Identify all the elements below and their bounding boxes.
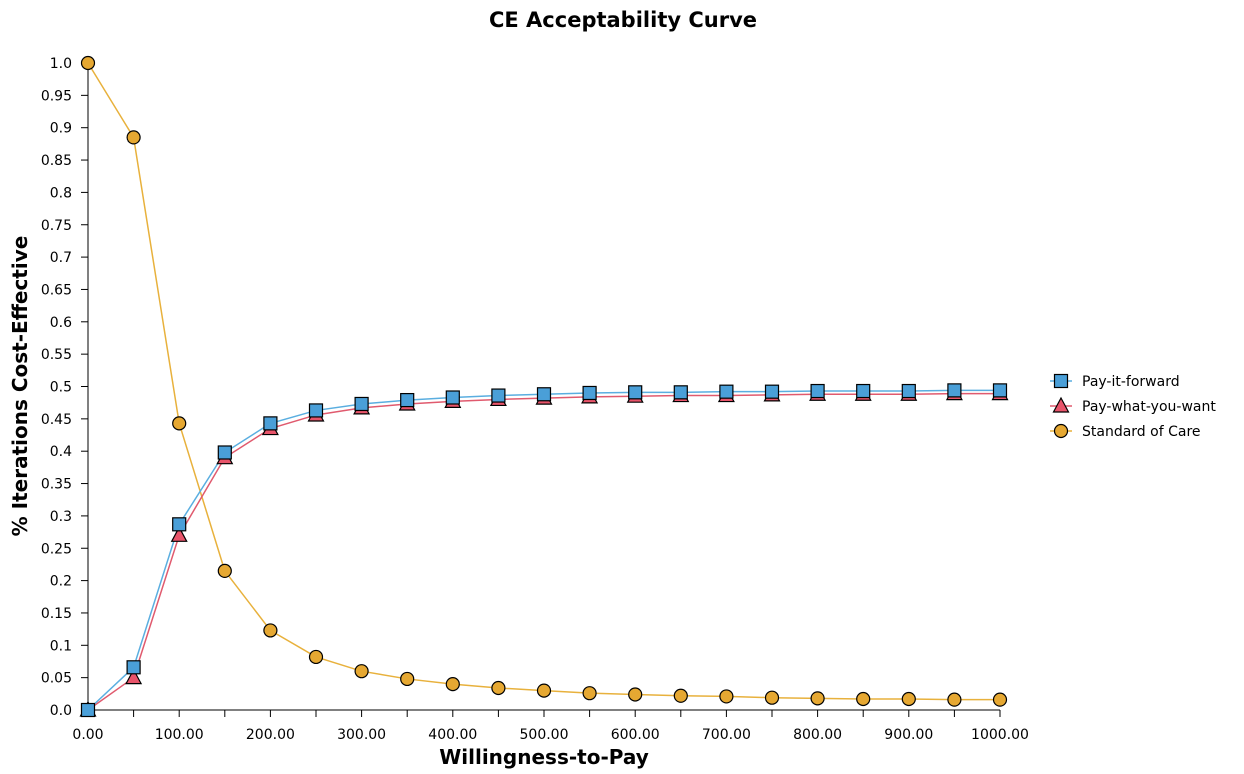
data-point (582, 385, 597, 401)
data-point (445, 677, 460, 692)
data-point (719, 689, 734, 704)
y-tick-label: 1.0 (50, 56, 72, 72)
x-tick-label: 500.00 (520, 727, 569, 743)
x-tick-label: 200.00 (246, 727, 295, 743)
data-point (308, 649, 324, 665)
y-tick-label: 0.8 (50, 185, 72, 201)
y-tick-label: 0.3 (50, 509, 72, 525)
data-point (947, 383, 962, 398)
legend-marker (1053, 423, 1069, 439)
data-point (354, 664, 369, 679)
y-tick-label: 0.4 (50, 444, 72, 460)
data-point (901, 691, 916, 707)
data-point (172, 416, 187, 431)
data-point (582, 686, 597, 701)
x-tick-label: 900.00 (884, 727, 933, 743)
data-point (400, 671, 415, 687)
legend: Pay-it-forward Pay-what-you-want Standard … (1050, 373, 1216, 440)
plot-area: 0.0 0.05 0.1 0.15 0.2 0.25 0.3 0.35 0.4 0.45 0.5 0.… (41, 55, 1029, 743)
data-point (263, 623, 278, 638)
y-tick-label: 0.0 (50, 703, 72, 719)
data-point (263, 416, 278, 431)
x-tick-label: 1000.00 (971, 727, 1029, 743)
y-tick-label: 0.25 (41, 541, 72, 557)
data-point (764, 690, 780, 705)
data-point (491, 680, 506, 696)
y-tick-label: 0.65 (41, 282, 72, 298)
y-tick-label: 0.6 (50, 315, 72, 331)
y-tick-label: 0.5 (50, 380, 72, 396)
chart-title: CE Acceptability Curve (489, 8, 757, 32)
data-point (308, 403, 324, 418)
x-tick-label: 400.00 (428, 727, 477, 743)
y-tick-label: 0.05 (41, 671, 72, 687)
y-tick-label: 0.2 (50, 574, 72, 590)
legend-label: Pay-what-you-want (1082, 399, 1216, 415)
series-line (87, 389, 1000, 711)
y-tick-label: 0.45 (41, 412, 72, 428)
y-tick-label: 0.85 (41, 153, 72, 169)
data-point (536, 387, 552, 402)
data-point (126, 130, 141, 145)
x-tick-label: 300.00 (337, 727, 386, 743)
data-point (80, 55, 96, 71)
legend-label: Standard of Care (1082, 424, 1201, 440)
y-tick-label: 0.1 (50, 638, 72, 654)
data-point (172, 517, 187, 532)
y-tick-label: 0.9 (50, 121, 72, 137)
legend-label: Pay-it-forward (1082, 374, 1180, 390)
data-point (628, 385, 643, 400)
data-point (536, 683, 552, 698)
y-axis-ticks: 0.0 0.05 0.1 0.15 0.2 0.25 0.3 0.35 0.4 0.45 0.5 0.… (41, 56, 88, 719)
y-tick-label: 0.95 (41, 88, 72, 104)
x-axis-title: Willingness-to-Pay (439, 745, 649, 769)
y-axis-title: % Iterations Cost-Effective (8, 236, 32, 537)
x-tick-label: 700.00 (702, 727, 751, 743)
data-point (673, 688, 688, 703)
data-point (170, 526, 188, 542)
data-point (491, 388, 506, 403)
data-point (217, 563, 232, 578)
data-point (856, 383, 871, 399)
y-tick-label: 0.35 (41, 477, 72, 493)
x-tick-label: 0.00 (72, 727, 103, 743)
data-point (628, 687, 643, 702)
data-point (125, 668, 143, 685)
x-tick-label: 600.00 (611, 727, 660, 743)
y-tick-label: 0.75 (41, 218, 72, 234)
data-point (445, 390, 460, 405)
data-point (126, 660, 141, 675)
series-markers (79, 55, 1009, 718)
data-point (810, 383, 825, 399)
y-tick-label: 0.7 (50, 250, 72, 266)
y-tick-label: 0.15 (41, 606, 72, 622)
data-point (217, 445, 232, 460)
y-tick-label: 0.55 (41, 347, 72, 363)
data-point (901, 383, 916, 399)
data-point (992, 383, 1008, 398)
legend-marker (1052, 396, 1070, 413)
data-point (810, 691, 825, 706)
data-point (354, 396, 369, 412)
x-tick-label: 100.00 (155, 727, 204, 743)
data-point (992, 692, 1008, 707)
series-line (87, 392, 1000, 711)
data-point (856, 691, 871, 707)
data-point (673, 385, 688, 400)
series-line (87, 62, 1000, 701)
data-point (400, 392, 415, 408)
data-point (719, 384, 734, 399)
legend-marker (1053, 373, 1069, 389)
x-tick-label: 800.00 (793, 727, 842, 743)
data-point (947, 692, 962, 707)
x-axis-ticks: 0.00 100.00 200.00 300.00 400.00 500.00 600.00… (72, 710, 1029, 743)
data-point (80, 702, 96, 718)
data-point (764, 384, 780, 399)
